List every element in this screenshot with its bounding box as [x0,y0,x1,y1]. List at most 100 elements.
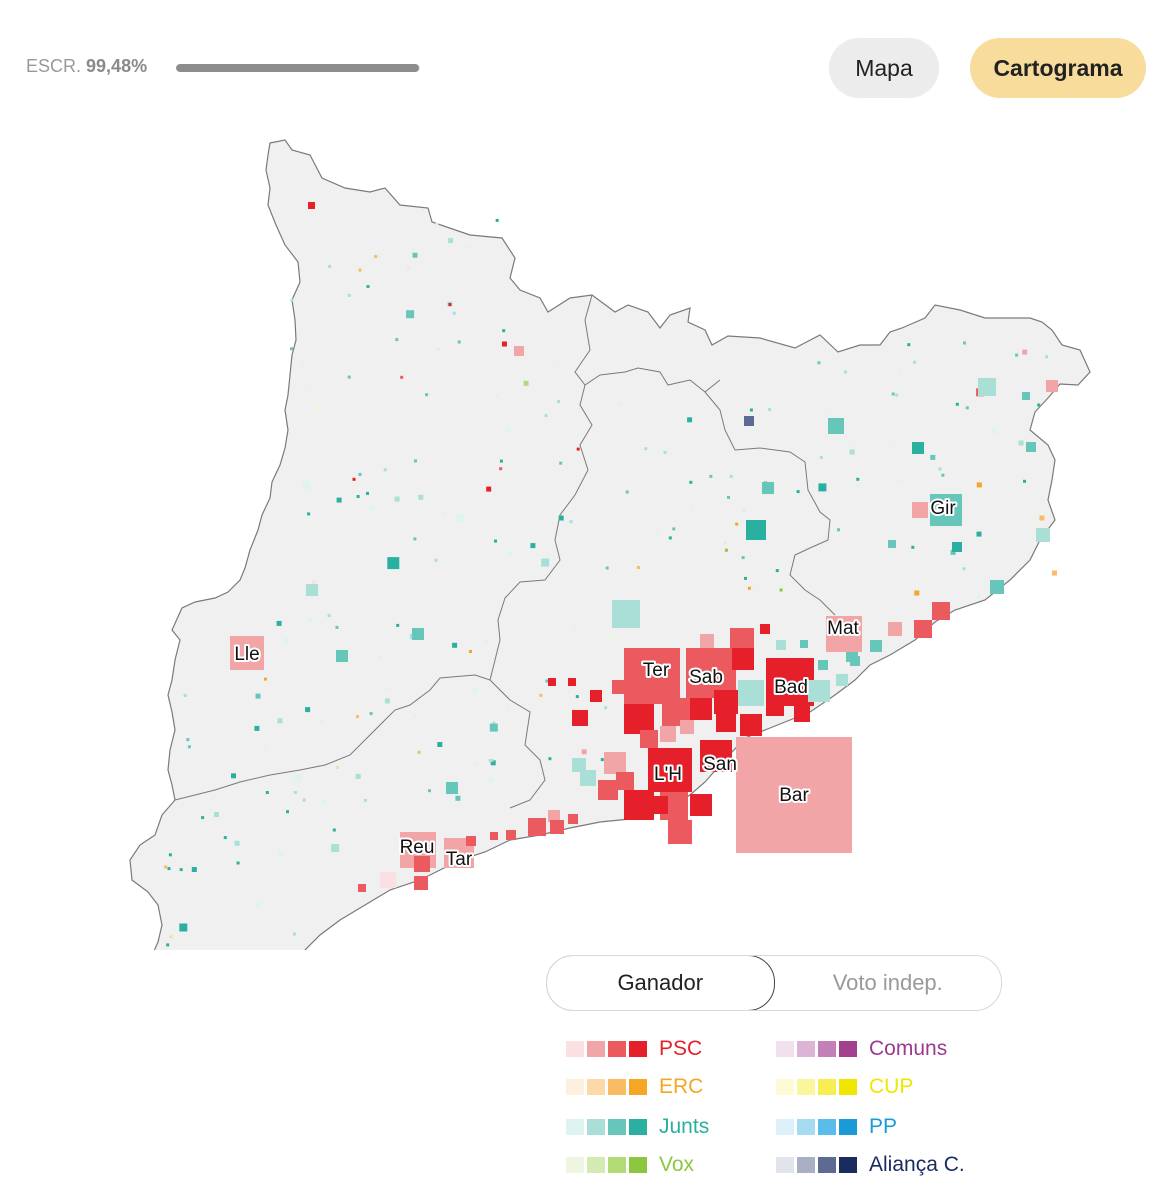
municipality-square[interactable] [418,494,424,500]
municipality-square[interactable] [455,795,461,801]
municipality-square[interactable] [539,693,543,697]
municipality-square[interactable] [612,680,626,694]
municipality-square[interactable] [598,780,618,800]
municipality-square[interactable] [417,750,421,754]
municipality-square[interactable] [466,836,476,846]
municipality-square[interactable] [283,638,288,644]
municipality-square[interactable] [640,730,658,748]
municipality-square[interactable] [236,861,240,865]
municipality-square[interactable] [369,505,375,511]
municipality-square[interactable] [912,502,928,518]
municipality-square[interactable] [265,791,269,794]
municipality-square[interactable] [590,690,602,702]
municipality-square[interactable] [907,343,911,347]
municipality-square[interactable] [978,378,996,396]
municipality-square[interactable] [604,706,608,710]
municipality-square[interactable] [938,467,942,471]
municipality-square[interactable] [569,520,573,524]
municipality-square[interactable] [307,618,313,623]
municipality-square[interactable] [332,828,336,832]
municipality-square[interactable] [846,440,850,444]
municipality-square[interactable] [214,812,219,817]
municipality-square[interactable] [668,820,692,844]
municipality-square[interactable] [572,710,588,726]
municipality-square[interactable] [494,539,497,543]
municipality-square[interactable] [644,447,648,451]
municipality-square[interactable] [310,387,314,391]
municipality-square[interactable] [514,346,524,356]
municipality-square[interactable] [779,588,783,592]
municipality-square[interactable] [955,402,959,406]
municipality-square[interactable] [414,459,417,463]
municipality-square[interactable] [499,467,503,471]
municipality-square[interactable] [488,777,494,783]
municipality-square[interactable] [506,830,516,840]
municipality-square[interactable] [735,522,739,526]
municipality-square[interactable] [680,720,694,734]
municipality-square[interactable] [1015,353,1019,357]
municipality-square[interactable] [625,490,629,494]
municipality-square[interactable] [530,543,536,549]
municipality-square[interactable] [230,636,264,670]
municipality-square[interactable] [465,244,469,248]
municipality-square[interactable] [295,742,299,746]
municipality-square[interactable] [231,773,236,779]
cartogram-map[interactable]: Lle Gir Mat Ter Sab Bad San L'H Bar Reu Tar [0,130,1172,950]
municipality-square[interactable] [286,810,289,814]
municipality-square[interactable] [469,650,472,653]
municipality-square[interactable] [223,836,227,840]
municipality-square[interactable] [347,293,351,297]
municipality-square[interactable] [1018,440,1024,446]
municipality-square[interactable] [888,540,896,548]
municipality-square[interactable] [605,566,609,570]
municipality-square[interactable] [826,616,862,652]
municipality-square[interactable] [976,482,982,488]
municipality-square[interactable] [744,576,747,580]
municipality-square[interactable] [941,473,945,477]
municipality-square[interactable] [723,541,727,545]
municipality-square[interactable] [307,512,311,516]
municipality-square[interactable] [550,820,564,834]
municipality-square[interactable] [732,648,754,670]
municipality-square[interactable] [768,407,772,411]
municipality-square[interactable] [406,310,415,319]
municipality-square[interactable] [870,640,882,652]
municipality-square[interactable] [383,224,387,228]
municipality-square[interactable] [496,395,499,398]
municipality-square[interactable] [559,461,563,465]
municipality-square[interactable] [742,509,746,513]
municipality-square[interactable] [358,884,366,892]
municipality-square[interactable] [600,758,604,762]
municipality-square[interactable] [375,253,381,259]
municipality-square[interactable] [624,648,680,704]
municipality-square[interactable] [328,264,332,268]
municipality-squares[interactable] [164,202,1058,950]
municipality-square[interactable] [191,867,197,872]
municipality-square[interactable] [495,218,499,222]
municipality-square[interactable] [822,409,826,413]
municipality-square[interactable] [729,474,733,478]
municipality-square[interactable] [808,680,830,702]
municipality-square[interactable] [548,678,556,686]
municipality-square[interactable] [749,408,753,412]
municipality-square[interactable] [336,650,348,662]
municipality-square[interactable] [548,757,552,761]
municipality-square[interactable] [1022,349,1028,355]
municipality-square[interactable] [716,712,736,732]
municipality-square[interactable] [290,347,293,351]
municipality-square[interactable] [991,428,997,434]
municipality-square[interactable] [317,406,323,411]
municipality-square[interactable] [589,734,593,738]
municipality-square[interactable] [414,876,428,890]
municipality-square[interactable] [1026,442,1036,452]
municipality-square[interactable] [264,746,268,750]
municipality-square[interactable] [347,375,351,379]
municipality-square[interactable] [746,520,766,540]
municipality-square[interactable] [413,715,417,719]
municipality-square[interactable] [490,760,496,766]
toggle-winner[interactable]: Ganador [547,956,775,1010]
municipality-square[interactable] [648,748,692,792]
municipality-square[interactable] [775,569,779,573]
municipality-square[interactable] [930,454,936,460]
municipality-square[interactable] [818,660,828,670]
